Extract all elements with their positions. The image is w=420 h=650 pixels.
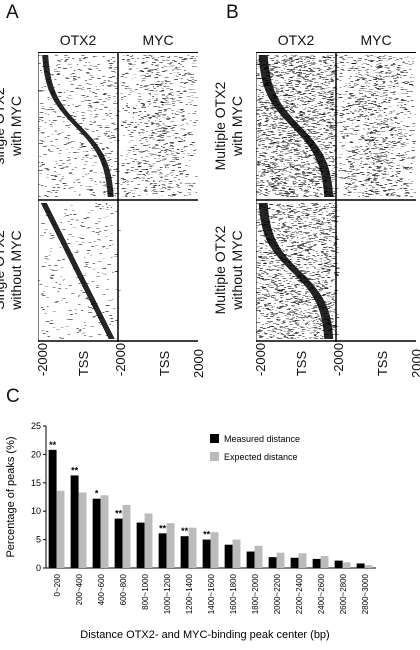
bar-measured (246, 551, 255, 568)
x-tick-label: 1800~2000 (251, 573, 260, 614)
x-tick-label: 1000~1200 (163, 573, 172, 614)
x-tick-label: 2200~2400 (295, 573, 304, 614)
significance-marker: ** (71, 465, 79, 475)
bar-expected (320, 556, 329, 568)
x-axis-label: Distance OTX2- and MYC-binding peak cent… (80, 629, 329, 641)
panel-a-tick-neg2000-left: -2000 (35, 342, 51, 377)
x-tick-label: 0~200 (53, 573, 62, 596)
bar-expected (342, 562, 351, 568)
bar-measured (180, 536, 189, 568)
bar-measured (312, 558, 321, 568)
panel-b-tick-tss-left: TSS (294, 350, 310, 377)
panel-a-header-myc: MYC (142, 32, 174, 48)
x-tick-label: 2600~2800 (339, 573, 348, 614)
panel-b-tick-neg2000-left: -2000 (253, 342, 269, 377)
x-tick-label: 2800~3000 (361, 573, 370, 614)
bar-expected (56, 490, 65, 568)
bar-measured (224, 544, 233, 568)
y-tick-label: 15 (31, 478, 41, 488)
panel-label-a: A (6, 2, 19, 23)
panel-a-tick-neg2000-right: -2000 (113, 342, 129, 377)
panel-label-b: B (226, 2, 239, 23)
bar-measured (136, 522, 145, 568)
bar-measured (92, 498, 101, 568)
panel-a-heatmap (38, 52, 198, 342)
bar-expected (364, 565, 373, 568)
bar-expected (298, 553, 307, 568)
x-tick-label: 400~600 (97, 573, 106, 605)
y-tick-label: 20 (31, 449, 41, 459)
bar-measured (202, 539, 211, 568)
significance-marker: ** (115, 509, 123, 519)
x-tick-label: 2000~2200 (273, 573, 282, 614)
bar-expected (254, 545, 263, 568)
y-tick-label: 25 (31, 421, 41, 431)
panel-a-tick-2000-right: 2000 (190, 349, 206, 378)
bar-measured (334, 560, 343, 568)
bar-measured (290, 557, 299, 568)
bar-measured (48, 449, 57, 568)
significance-marker: * (95, 489, 99, 499)
x-tick-label: 2400~2600 (317, 573, 326, 614)
x-tick-label: 600~800 (119, 573, 128, 605)
x-tick-label: 800~1000 (141, 573, 150, 609)
panel-b-tick-2000-right: 2000 (408, 349, 420, 378)
panel-b-row-label-with-myc: Multiple OTX2 with MYC (212, 81, 245, 171)
bar-expected (188, 527, 197, 568)
panel-a-row-label-without-myc: Single OTX2 without MYC (0, 230, 24, 310)
panel-a-tick-tss-right: TSS (157, 350, 173, 377)
significance-marker: ** (203, 530, 211, 540)
bar-expected (122, 504, 131, 568)
y-tick-label: 5 (36, 535, 41, 545)
y-tick-label: 10 (31, 506, 41, 516)
y-tick-label: 0 (36, 563, 41, 573)
significance-marker: ** (181, 526, 189, 536)
panel-b-tick-neg2000-right: -2000 (331, 342, 347, 377)
bar-expected (78, 492, 87, 568)
significance-marker: ** (49, 440, 57, 450)
legend-swatch (210, 434, 219, 443)
x-tick-label: 1200~1400 (185, 573, 194, 614)
bar-expected (232, 539, 241, 568)
x-tick-label: 1400~1600 (207, 573, 216, 614)
panel-label-c: C (6, 386, 20, 407)
panel-b-heatmap (256, 52, 416, 342)
x-tick-label: 200~400 (75, 573, 84, 605)
bar-measured (114, 518, 123, 568)
panel-b-tick-tss-right: TSS (375, 350, 391, 377)
bar-expected (144, 513, 153, 568)
distance-bar-chart: Percentage of peaks (%) 0 5 10 15 20 25 ** 0~200… (5, 421, 376, 641)
significance-marker: ** (159, 523, 167, 533)
bar-measured (158, 533, 167, 568)
panel-a-row-label-with-myc: single OTX2 with MYC (0, 87, 24, 165)
bar-measured (356, 563, 365, 568)
legend-swatch (210, 452, 219, 461)
bar-expected (100, 495, 109, 568)
legend-label: Expected distance (224, 452, 298, 462)
bar-expected (166, 523, 175, 568)
panel-a-tick-tss-left: TSS (76, 350, 92, 377)
panel-b-row-label-without-myc: Multiple OTX2 without MYC (212, 225, 245, 315)
panel-b-header-myc: MYC (360, 32, 392, 48)
panel-b-header-otx2: OTX2 (277, 32, 315, 48)
bar-measured (70, 475, 79, 568)
panel-a-header-otx2: OTX2 (59, 32, 97, 48)
bar-measured (268, 557, 277, 568)
bar-expected (276, 552, 285, 568)
y-axis-label: Percentage of peaks (%) (5, 436, 17, 557)
x-tick-label: 1600~1800 (229, 573, 238, 614)
legend-label: Measured distance (224, 434, 300, 444)
bar-expected (210, 532, 219, 568)
